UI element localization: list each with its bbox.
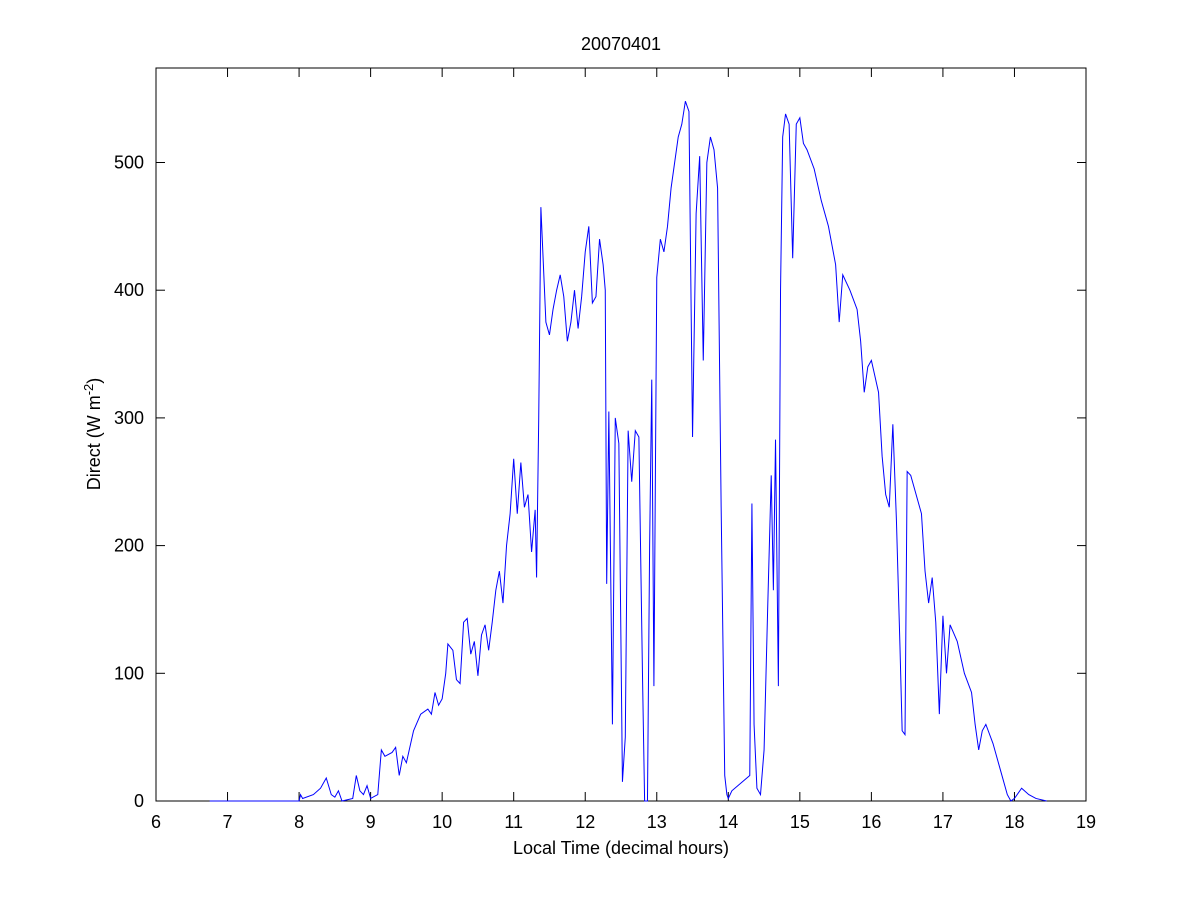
x-tick-label: 15 [790, 812, 810, 832]
y-tick-label: 200 [114, 536, 144, 556]
x-tick-label: 6 [151, 812, 161, 832]
x-tick-label: 10 [432, 812, 452, 832]
y-tick-label: 400 [114, 280, 144, 300]
x-tick-label: 17 [933, 812, 953, 832]
y-axis-label-text: Direct (W m [84, 395, 104, 490]
y-axis-label-superscript: -2 [81, 384, 96, 396]
x-axis-label: Local Time (decimal hours) [513, 838, 729, 858]
y-tick-label: 100 [114, 663, 144, 683]
x-tick-label: 11 [504, 812, 523, 832]
x-tick-label: 8 [294, 812, 304, 832]
y-tick-label: 0 [134, 791, 144, 811]
x-tick-label: 9 [366, 812, 376, 832]
data-line [209, 101, 1047, 802]
x-tick-label: 18 [1004, 812, 1024, 832]
x-tick-label: 14 [718, 812, 738, 832]
y-tick-label: 500 [114, 152, 144, 172]
y-axis-label-end: ) [84, 378, 104, 384]
y-axis-label: Direct (W m-2) [81, 378, 104, 491]
y-tick-label: 300 [114, 408, 144, 428]
x-tick-label: 13 [647, 812, 667, 832]
x-tick-label: 7 [223, 812, 233, 832]
x-tick-label: 16 [861, 812, 881, 832]
x-tick-label: 19 [1076, 812, 1096, 832]
x-tick-label: 12 [575, 812, 595, 832]
chart-title: 20070401 [581, 34, 661, 54]
